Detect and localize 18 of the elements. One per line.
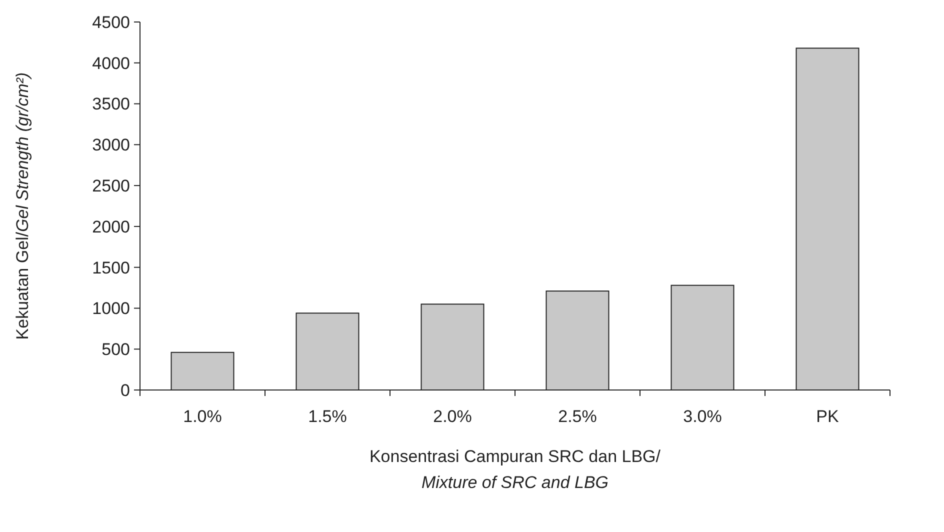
- x-tick-label: 1.0%: [183, 407, 222, 426]
- x-tick-label: 2.0%: [433, 407, 472, 426]
- y-tick-label: 3500: [92, 94, 130, 114]
- y-tick-label: 3000: [92, 136, 130, 155]
- x-tick-label: 1.5%: [308, 407, 347, 426]
- x-tick-label: PK: [816, 407, 840, 426]
- x-tick-label: 3.0%: [683, 407, 722, 426]
- y-tick-label: 500: [102, 340, 130, 360]
- y-tick-label: 1500: [92, 258, 130, 278]
- y-tick-label: 4500: [92, 12, 130, 32]
- y-tick-label: 4000: [92, 54, 130, 73]
- y-tick-label: 2000: [92, 217, 130, 236]
- y-axis-title: Kekuatan Gel/Gel Strength (gr/cm²): [13, 72, 32, 340]
- y-tick-label: 0: [120, 380, 130, 400]
- y-tick-label: 1000: [92, 299, 130, 318]
- x-tick-label: 2.5%: [558, 407, 597, 426]
- y-tick-label: 2500: [92, 176, 130, 196]
- x-axis-title: Konsentrasi Campuran SRC dan LBG/ Mixture of SRC and LBG: [369, 447, 661, 492]
